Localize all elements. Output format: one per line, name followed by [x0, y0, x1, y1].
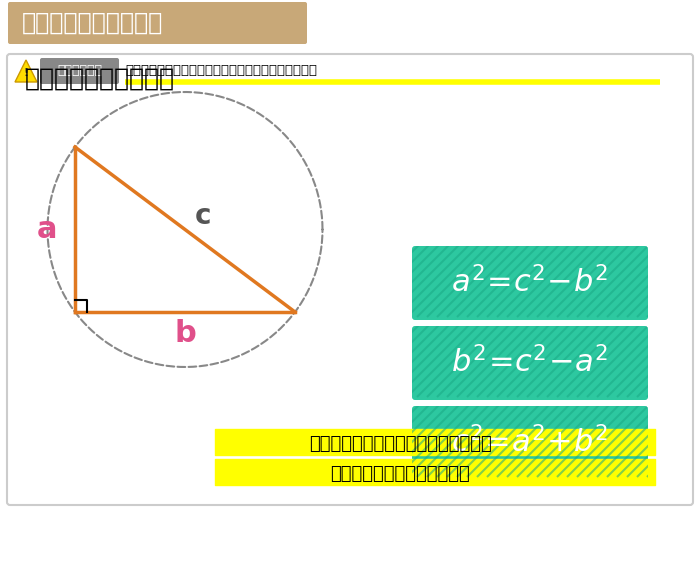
- Text: 三平方の定理（復習）: 三平方の定理（復習）: [25, 67, 175, 91]
- Text: 重要ポイント: 重要ポイント: [57, 65, 102, 78]
- Polygon shape: [15, 60, 37, 82]
- Text: $c^2\!=\!a^2\!+\!b^2$: $c^2\!=\!a^2\!+\!b^2$: [452, 427, 608, 459]
- Text: どの辺にも対応できるよ！！: どの辺にも対応できるよ！！: [330, 465, 470, 483]
- Text: c: c: [195, 202, 211, 229]
- FancyBboxPatch shape: [7, 54, 693, 505]
- FancyBboxPatch shape: [412, 246, 648, 320]
- Text: !: !: [23, 68, 29, 78]
- Text: 三平方の定理（面積）: 三平方の定理（面積）: [22, 11, 163, 35]
- FancyBboxPatch shape: [412, 406, 648, 480]
- FancyBboxPatch shape: [8, 2, 307, 44]
- FancyBboxPatch shape: [40, 58, 119, 84]
- FancyBboxPatch shape: [412, 326, 648, 400]
- Text: 三平方の定理は常に頭の片隅に置いておきましょう。: 三平方の定理は常に頭の片隅に置いておきましょう。: [125, 65, 317, 78]
- Text: b: b: [174, 320, 196, 348]
- Text: $a^2\!=\!c^2\!-\!b^2$: $a^2\!=\!c^2\!-\!b^2$: [452, 267, 608, 299]
- Text: どれか１つ覚えておけば、移行すれば: どれか１つ覚えておけば、移行すれば: [309, 435, 491, 453]
- Text: $b^2\!=\!c^2\!-\!a^2$: $b^2\!=\!c^2\!-\!a^2$: [452, 347, 608, 379]
- Text: a: a: [36, 215, 57, 244]
